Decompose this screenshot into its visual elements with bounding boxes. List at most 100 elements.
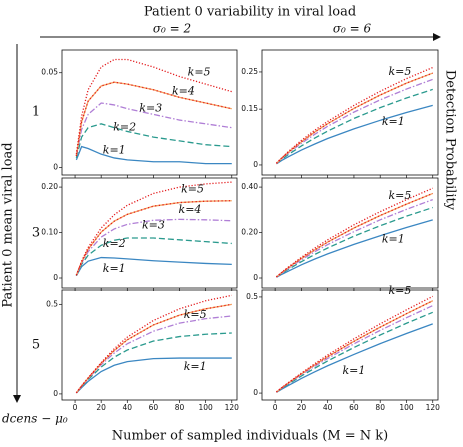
line-overlay bbox=[75, 200, 232, 276]
series-label: k=4 bbox=[172, 85, 195, 98]
row-label: 3 bbox=[32, 226, 40, 241]
series-label: k=1 bbox=[342, 364, 365, 377]
panel-frame bbox=[261, 177, 439, 289]
figure-title: Patient 0 variability in viral load bbox=[144, 5, 356, 20]
y-tick-label: 0.15 bbox=[241, 104, 258, 113]
lines bbox=[75, 58, 232, 165]
panel-frame bbox=[261, 289, 439, 401]
y-tick-label: 0.20 bbox=[41, 182, 58, 191]
line-overlay bbox=[276, 192, 433, 278]
lines bbox=[276, 295, 434, 393]
series-label: k=2 bbox=[113, 121, 136, 134]
line bbox=[276, 192, 433, 278]
lines bbox=[75, 181, 232, 277]
series-label: k=1 bbox=[184, 360, 207, 373]
y-tick-label: 0 bbox=[253, 388, 258, 397]
x-tick-label: 120 bbox=[426, 403, 441, 412]
series-label: k=1 bbox=[382, 115, 405, 128]
line bbox=[75, 145, 232, 165]
x-tick-label: 60 bbox=[149, 403, 159, 412]
line bbox=[75, 58, 232, 155]
series-label: k=5 bbox=[184, 308, 207, 321]
line-overlay bbox=[75, 303, 232, 394]
line-overlay bbox=[276, 300, 434, 393]
panel-frame bbox=[261, 49, 439, 176]
lines bbox=[275, 66, 434, 165]
y-tick-label: 0.05 bbox=[41, 68, 58, 77]
x-tick-label: 80 bbox=[375, 403, 385, 412]
line bbox=[275, 66, 434, 164]
line bbox=[75, 357, 232, 394]
panel-frame bbox=[61, 177, 238, 289]
x-tick-label: 0 bbox=[273, 403, 278, 412]
series-label: k=3 bbox=[142, 219, 165, 232]
panel: 0 0.20 0.40 k=1 k=5 bbox=[241, 177, 439, 291]
series-label: k=1 bbox=[103, 143, 126, 156]
x-tick-label: 20 bbox=[96, 403, 106, 412]
line bbox=[276, 300, 434, 393]
row-label: 5 bbox=[32, 338, 40, 353]
panel: 0 0.05 k=1 k=2k=3 k=4 k=5 bbox=[41, 49, 238, 178]
y-tick-label: 0 bbox=[253, 273, 258, 282]
line bbox=[276, 104, 433, 165]
line bbox=[75, 303, 232, 394]
y-tick-label: 0.10 bbox=[41, 228, 58, 237]
x-tick-label: 80 bbox=[175, 403, 185, 412]
line bbox=[75, 315, 232, 394]
panel: 0 0.5 0 20 40 60 80 100 120 k=1 k=5 bbox=[46, 289, 240, 412]
series-label: k=5 bbox=[188, 66, 211, 79]
panel-frame bbox=[61, 289, 238, 401]
panel: 0 0.15 0.25 k=1 k=5 bbox=[241, 49, 439, 178]
line bbox=[75, 123, 232, 159]
x-axis-label: Number of sampled individuals (M = N k) bbox=[112, 429, 389, 444]
x-tick-label: 120 bbox=[225, 403, 240, 412]
lines bbox=[75, 294, 232, 394]
x-tick-label: 40 bbox=[123, 403, 133, 412]
line bbox=[75, 102, 232, 157]
right-label: Detection Probability bbox=[443, 70, 458, 211]
series-label: k=5 bbox=[181, 182, 204, 195]
y-tick-label: 0 bbox=[53, 162, 58, 171]
x-tick-label: 100 bbox=[399, 403, 414, 412]
series-label: k=2 bbox=[103, 237, 126, 250]
lines bbox=[276, 187, 434, 278]
series-label: k=1 bbox=[103, 262, 126, 275]
line-overlay bbox=[275, 72, 433, 164]
y-tick-label: 0.20 bbox=[241, 228, 258, 237]
line bbox=[75, 332, 232, 394]
panel-frame bbox=[61, 49, 238, 176]
line bbox=[276, 219, 433, 278]
x-tick-label: 60 bbox=[349, 403, 359, 412]
y-tick-label: 0 bbox=[53, 273, 58, 282]
line bbox=[75, 237, 232, 277]
panel: 0 0.10 0.20 k=1 k=2 k=3 k=4 k=5 bbox=[41, 177, 238, 291]
corner-label: dcens − μ₀ bbox=[2, 412, 68, 426]
y-tick-label: 0 bbox=[53, 389, 58, 398]
panel: 0 0.5 0 20 40 60 80 100 120 k=1 k=5 bbox=[246, 284, 440, 412]
column-title: σ₀ = 6 bbox=[333, 22, 372, 36]
y-tick-label: 0.40 bbox=[241, 182, 258, 191]
x-tick-label: 40 bbox=[323, 403, 333, 412]
series-label: k=5 bbox=[388, 189, 411, 202]
series-label: k=3 bbox=[139, 102, 162, 115]
line bbox=[75, 294, 232, 394]
line bbox=[276, 88, 433, 164]
y-tick-label: 0.25 bbox=[241, 67, 258, 76]
row-label: 1 bbox=[32, 105, 40, 120]
line-overlay bbox=[75, 81, 232, 157]
line bbox=[276, 304, 434, 393]
series-label: k=5 bbox=[388, 284, 411, 297]
x-tick-label: 20 bbox=[297, 403, 307, 412]
x-tick-label: 0 bbox=[73, 403, 78, 412]
y-tick-label: 0 bbox=[253, 160, 258, 169]
y-axis-label: Patient 0 mean viral load bbox=[1, 142, 16, 307]
line bbox=[75, 181, 232, 276]
line bbox=[75, 218, 232, 276]
line bbox=[276, 323, 433, 393]
y-tick-label: 0.5 bbox=[246, 292, 258, 301]
column-title: σ₀ = 2 bbox=[153, 22, 191, 36]
series-label: k=4 bbox=[179, 203, 202, 216]
series-label: k=1 bbox=[382, 232, 405, 245]
line bbox=[276, 295, 434, 393]
